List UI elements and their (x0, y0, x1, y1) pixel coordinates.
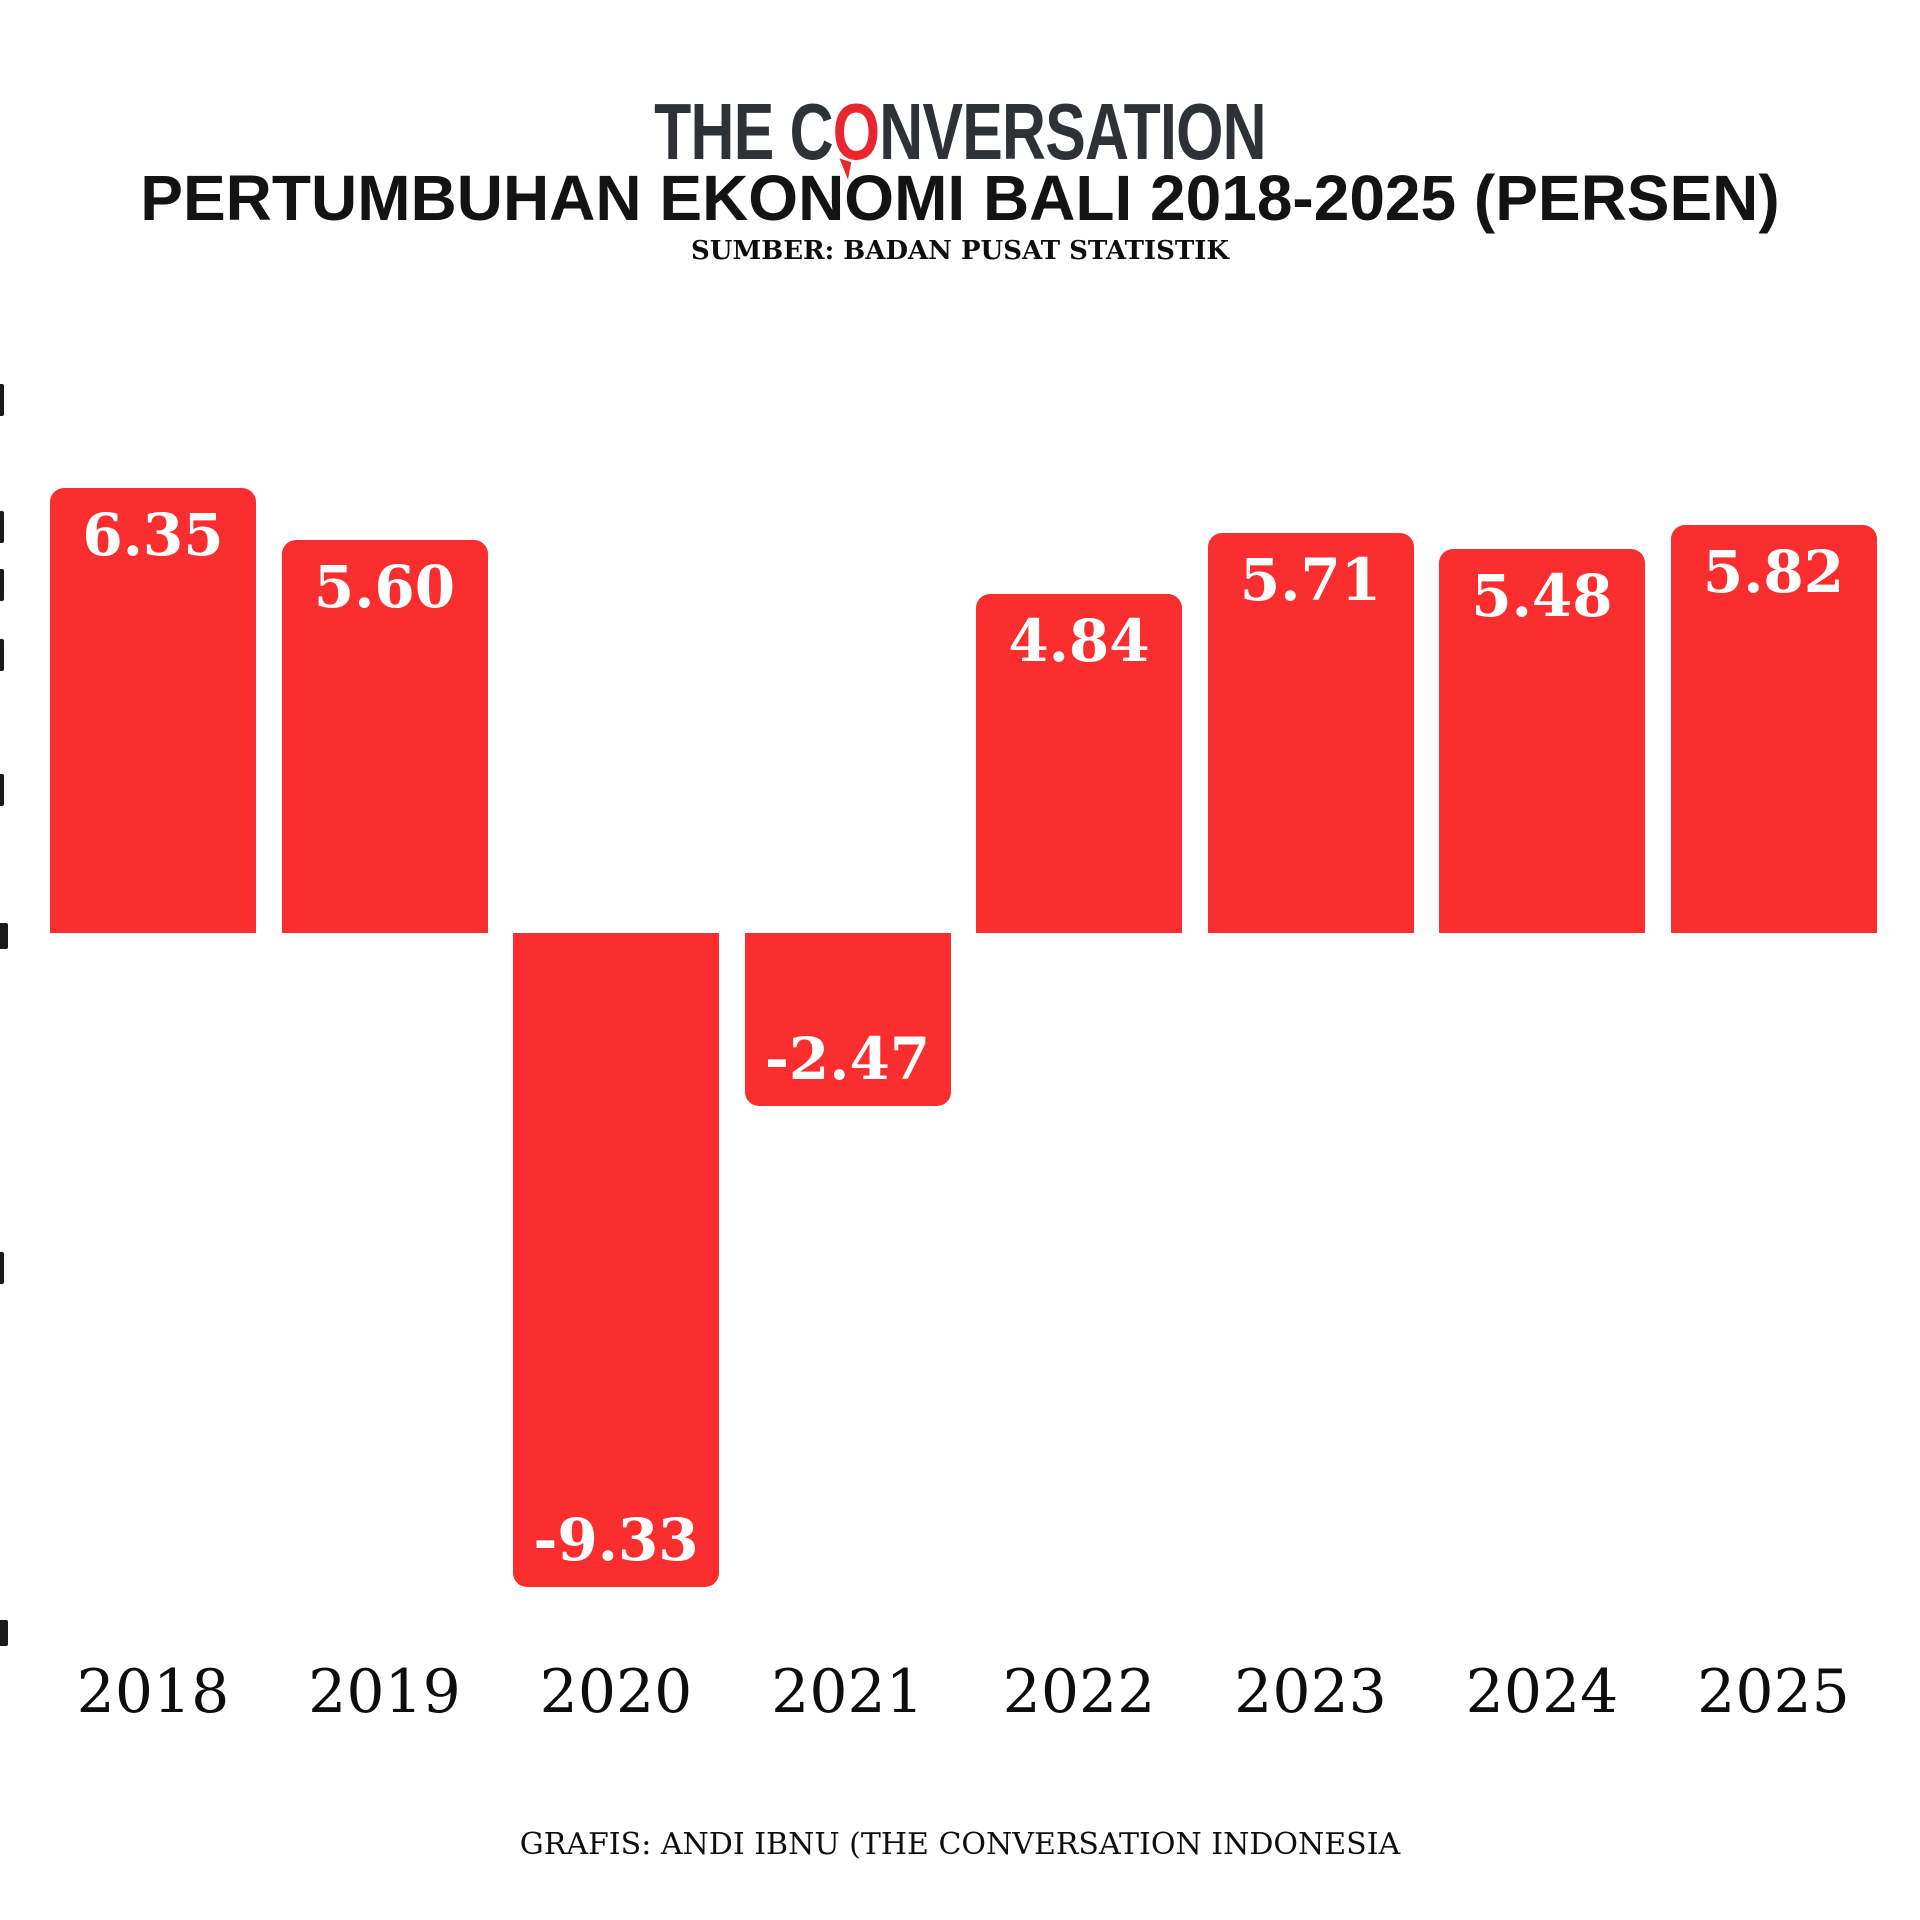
x-axis-label-2023: 2023 (1234, 1657, 1387, 1727)
y-axis-clipped-tick (0, 511, 4, 543)
bar-2020: -9.33 (513, 933, 719, 1588)
bar-2019: 5.60 (281, 540, 488, 933)
y-axis-clipped-tick (0, 774, 4, 806)
bar-2018: 6.35 (50, 487, 256, 933)
bar-2025: 5.82 (1670, 525, 1877, 933)
y-axis-clipped-tick (0, 1620, 8, 1646)
logo-text-left: THE C (654, 87, 833, 176)
x-axis-label-2019: 2019 (308, 1657, 461, 1727)
bar-2024: 5.48 (1439, 548, 1645, 933)
y-axis-clipped-tick (0, 384, 4, 416)
x-axis-label-2024: 2024 (1465, 1657, 1619, 1727)
y-axis-clipped-tick (0, 569, 4, 601)
chart-title: PERTUMBUHAN EKONOMI BALI 2018-2025 (PERS… (140, 162, 1780, 234)
x-axis-label-2018: 2018 (76, 1657, 230, 1727)
chart-source: SUMBER: BADAN PUSAT STATISTIK (691, 236, 1229, 266)
y-axis-clipped-tick (0, 1252, 4, 1284)
bar-2022: 4.84 (976, 593, 1182, 933)
bar-value-label-2023: 5.71 (1239, 545, 1382, 614)
bar-2021: -2.47 (744, 933, 951, 1107)
bar-value-label-2021: -2.47 (764, 1025, 931, 1094)
logo-speech-bubble-o-icon: O (832, 87, 880, 176)
bar-value-label-2022: 4.84 (1008, 606, 1150, 675)
bar-value-label-2019: 5.60 (313, 553, 456, 622)
x-axis-label-2025: 2025 (1697, 1657, 1850, 1727)
bar-value-label-2018: 6.35 (82, 500, 224, 569)
credit-line: GRAFIS: ANDI IBNU (THE CONVERSATION INDO… (519, 1827, 1401, 1862)
x-axis-label-2022: 2022 (1002, 1657, 1156, 1727)
x-axis-label-2021: 2021 (771, 1657, 924, 1727)
logo-text-right: NVERSATION (879, 87, 1266, 176)
bar-value-label-2024: 5.48 (1471, 561, 1613, 630)
y-axis-clipped-tick (0, 639, 4, 671)
bar-2023: 5.71 (1207, 532, 1414, 933)
bar-value-label-2025: 5.82 (1702, 538, 1845, 607)
y-axis-clipped-tick (0, 923, 8, 949)
logo-the-conversation: THE CONVERSATION (230, 92, 1689, 172)
bar-value-label-2020: -9.33 (533, 1506, 699, 1575)
x-axis-label-2020: 2020 (539, 1657, 693, 1727)
